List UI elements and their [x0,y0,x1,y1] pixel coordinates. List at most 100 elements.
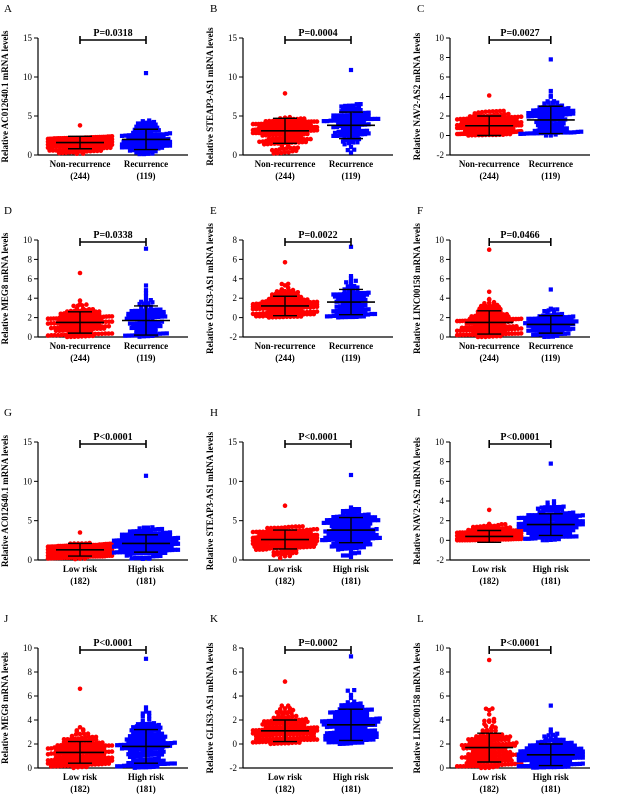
data-point [551,99,557,104]
data-point [285,281,291,287]
series-group1 [45,686,115,771]
data-point [154,144,159,149]
data-point [90,307,96,312]
data-point [486,289,492,295]
y-tick-label: 6 [28,691,33,701]
data-point [338,113,343,118]
data-point [161,309,166,315]
data-point [106,331,111,336]
x-category-label: High risk [333,564,369,574]
series-group1 [250,503,320,561]
y-axis-label-e: Relative GLIS3-AS1 mRNA levels [205,223,215,354]
data-point [484,727,490,733]
data-point [561,504,566,509]
data-point [143,246,149,251]
data-point [161,143,166,148]
data-point [134,758,139,763]
data-point [147,555,152,560]
data-point [559,106,564,111]
data-point [531,131,536,136]
data-point [363,132,368,137]
data-point [565,130,570,135]
data-point [136,311,142,316]
data-point [295,290,301,295]
data-point [140,135,145,140]
data-point [341,292,347,297]
y-tick-label: 6 [233,667,238,677]
data-point [486,521,492,527]
y-tick-label: 2 [233,715,238,725]
data-point [126,142,131,147]
data-point [143,705,149,710]
data-point [103,324,108,329]
data-point [126,145,131,150]
data-point [344,301,350,306]
data-point [305,131,310,137]
data-point [548,133,553,138]
data-point [335,118,340,123]
data-point [140,313,145,318]
panel-letter-l: L [417,613,424,625]
data-point [149,138,154,143]
data-point [250,311,256,317]
data-point [355,117,360,122]
data-point [140,719,145,724]
data-point [365,116,371,122]
data-point [564,112,569,117]
data-point [542,101,547,106]
data-point [270,118,276,124]
data-point [340,509,346,514]
series-group1 [45,530,115,562]
data-point [377,716,382,721]
data-point [340,107,346,112]
data-point [490,706,495,711]
data-point [497,108,503,114]
p-value-label: P<0.0001 [93,432,132,443]
data-point [134,150,139,155]
y-tick-label: 2 [440,111,445,121]
data-point [350,120,355,125]
data-point [574,534,579,539]
data-point [314,119,320,124]
y-tick-label: 2 [440,313,445,323]
data-point [143,283,149,288]
data-point [348,313,354,318]
data-point [156,527,161,532]
data-point [308,300,313,305]
data-point [286,150,292,155]
data-point [150,317,155,322]
data-point [548,57,553,62]
data-point [69,733,75,739]
data-point [336,129,341,134]
y-tick-label: 8 [440,254,445,264]
data-point [355,140,360,145]
data-point [372,515,378,520]
data-point [356,298,361,303]
data-point [545,116,550,121]
data-point [143,298,149,303]
panel-g: G Relative AC012640.1 mRNA levels 0 5 10 15 Lo… [0,407,188,586]
data-point [514,324,519,329]
y-tick-label: 10 [435,437,445,447]
data-point [340,302,346,307]
data-point [151,721,157,726]
data-point [528,131,533,136]
data-point [507,749,513,755]
data-point [159,319,165,324]
data-point [467,114,473,119]
data-point [158,324,163,329]
panel-a: A Relative AC012640.1 mRNA levels 0 5 10 15 No… [0,3,188,181]
data-point [355,111,361,116]
data-point [282,679,288,684]
data-point [339,296,344,301]
data-point [369,707,374,712]
data-point [552,115,557,120]
y-tick-label: 10 [23,235,33,245]
x-category-label: Low risk [472,772,506,782]
y-tick-label: 4 [440,715,445,725]
data-point [150,144,155,149]
data-point [541,119,546,124]
data-point [343,103,348,108]
data-point [348,282,354,287]
data-point [542,309,547,314]
